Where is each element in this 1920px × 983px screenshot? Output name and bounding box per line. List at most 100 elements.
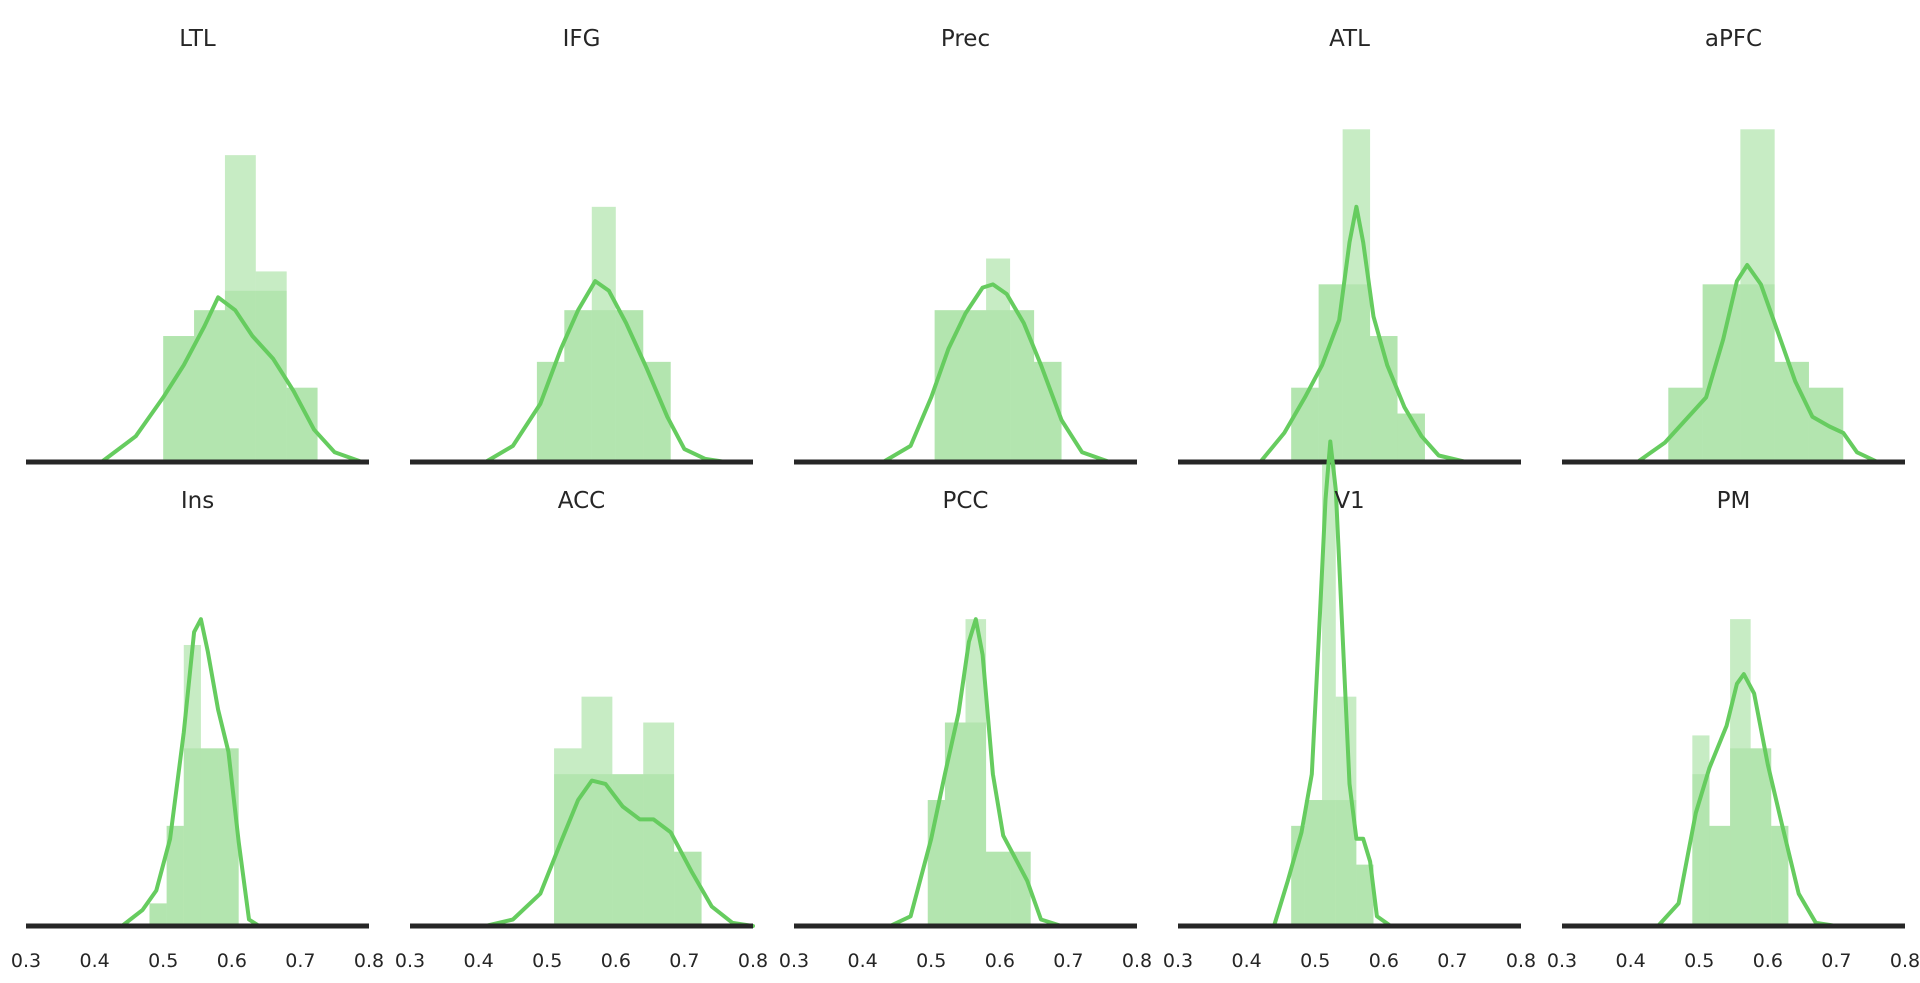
histogram-bar-overlap	[581, 774, 613, 926]
histogram-bar	[1750, 748, 1772, 926]
panel-v1: V1 0.3 0.4 0.5 0.6 0.7 0.8	[1163, 439, 1536, 972]
histogram-bar-overlap	[1304, 800, 1323, 926]
kde-curve	[483, 279, 728, 464]
x-tick-label: 0.8	[1506, 950, 1536, 972]
x-tick-label: 0.7	[669, 950, 699, 972]
histogram-bar-overlap	[962, 310, 987, 462]
histogram-bar-overlap	[255, 290, 287, 462]
x-tick-label: 0.5	[1300, 950, 1330, 972]
kde-curve	[483, 778, 755, 928]
x-tick-label: 0.5	[1684, 950, 1714, 972]
histogram-bar-overlap	[1335, 800, 1357, 926]
histogram-bar	[944, 722, 966, 926]
x-tick-label: 0.4	[847, 950, 877, 972]
histogram-bar-overlap	[615, 310, 644, 462]
histogram-bar	[965, 619, 987, 926]
kde-curve	[888, 617, 1064, 928]
histogram-bar	[1702, 284, 1741, 462]
histogram-bar-overlap	[1740, 284, 1775, 462]
x-tick-label: 0.7	[1053, 950, 1083, 972]
panel-title: ACC	[558, 488, 605, 514]
x-tick-label: 0.7	[285, 950, 315, 972]
x-tick-label: 0.8	[738, 950, 768, 972]
histogram-bar-overlap	[149, 903, 167, 926]
panel-title: PM	[1717, 488, 1751, 514]
panel-acc: ACC 0.3 0.4 0.5 0.6 0.7 0.8	[395, 488, 768, 972]
x-tick-label: 0.6	[1369, 950, 1399, 972]
panel-title: ATL	[1329, 26, 1370, 52]
x-tick-label: 0.3	[1547, 950, 1577, 972]
histogram-bar-overlap	[986, 310, 1011, 462]
histogram-bar-overlap	[1771, 825, 1789, 926]
histogram-bar	[1304, 800, 1323, 926]
panel-atl: ATL	[1178, 26, 1521, 465]
panel-ifg: IFG	[410, 26, 753, 465]
x-tick-label: 0.8	[354, 950, 384, 972]
histogram-bar	[1668, 387, 1703, 462]
histogram-bar	[166, 825, 184, 926]
x-tick-label: 0.4	[79, 950, 109, 972]
panel-ltl: LTL	[26, 26, 369, 465]
histogram-bar-overlap	[591, 310, 616, 462]
histogram-bar	[1342, 129, 1371, 462]
histogram-bar-overlap	[183, 748, 201, 926]
histogram-bar	[986, 851, 1011, 926]
histogram-bar	[1774, 361, 1809, 462]
panel-ins: Ins 0.3 0.4 0.5 0.6 0.7 0.8	[11, 488, 384, 972]
panel-title: IFG	[563, 26, 601, 52]
histogram-bar	[554, 748, 582, 926]
histogram-bar	[1740, 129, 1775, 462]
histogram-bar	[591, 206, 616, 462]
histogram-bar	[934, 310, 963, 462]
panel-pcc: PCC 0.3 0.4 0.5 0.6 0.7 0.8	[779, 488, 1152, 972]
histogram-bar-overlap	[1342, 284, 1371, 462]
histogram-bar-overlap	[1668, 387, 1703, 462]
histogram-bar-overlap	[200, 748, 219, 926]
x-tick-label: 0.5	[916, 950, 946, 972]
x-tick-label: 0.6	[601, 950, 631, 972]
histogram-bar-overlap	[1356, 864, 1374, 926]
histogram-bar-overlap	[166, 825, 184, 926]
histogram-bar	[255, 271, 287, 462]
panel-prec: Prec	[794, 26, 1137, 465]
kde-curve	[881, 282, 1112, 464]
histogram-bar-overlap	[1730, 748, 1751, 926]
histogram-bar-overlap	[934, 310, 963, 462]
panel-apfc: aPFC	[1562, 26, 1905, 465]
kde-curve	[1656, 672, 1839, 928]
histogram-bar	[1356, 864, 1374, 926]
kde-curve	[120, 617, 262, 928]
x-tick-label: 0.7	[1821, 950, 1851, 972]
histogram-bar-overlap	[1702, 284, 1741, 462]
kde-curve	[99, 295, 365, 464]
histogram-bar	[200, 748, 219, 926]
x-tick-label: 0.3	[11, 950, 41, 972]
x-tick-label: 0.8	[1122, 950, 1152, 972]
x-tick-label: 0.6	[1753, 950, 1783, 972]
histogram-bar	[1771, 825, 1789, 926]
panel-title: aPFC	[1705, 26, 1762, 52]
histogram-bar	[962, 310, 987, 462]
panel-title: PCC	[943, 488, 989, 514]
histogram-bar-overlap	[1750, 748, 1772, 926]
x-tick-label: 0.6	[985, 950, 1015, 972]
histogram-bar-overlap	[1322, 800, 1336, 926]
x-tick-label: 0.4	[1231, 950, 1261, 972]
histogram-bar-overlap	[1010, 310, 1035, 462]
histogram-bar	[1709, 825, 1731, 926]
x-tick-label: 0.3	[1163, 950, 1193, 972]
x-tick-label: 0.5	[148, 950, 178, 972]
histogram-bar-overlap	[1709, 825, 1731, 926]
histogram-bar-overlap	[1774, 361, 1809, 462]
histogram-bar-overlap	[944, 722, 966, 926]
x-tick-label: 0.4	[463, 950, 493, 972]
panel-pm: PM 0.3 0.4 0.5 0.6 0.7 0.8	[1547, 488, 1920, 972]
histogram-bar-overlap	[986, 851, 1011, 926]
panel-title: LTL	[179, 26, 216, 52]
histogram-bar-overlap	[218, 748, 239, 926]
histogram-bar	[1335, 696, 1357, 926]
histogram-bar-overlap	[1010, 851, 1031, 926]
x-tick-label: 0.7	[1437, 950, 1467, 972]
panel-title: V1	[1334, 488, 1364, 514]
